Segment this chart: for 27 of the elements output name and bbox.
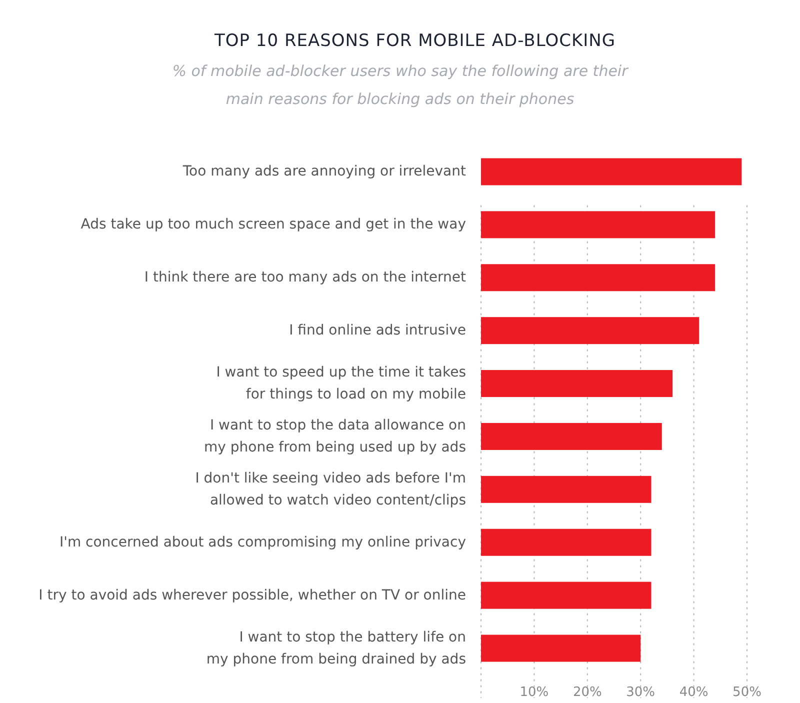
bar	[481, 264, 716, 292]
chart-subtitle: % of mobile ad-blocker users who say the following are their main reasons for blocking ads on their phones	[172, 62, 629, 108]
x-tick-label: 50%	[732, 685, 762, 700]
x-tick-label: 30%	[626, 685, 656, 700]
bar	[481, 370, 673, 398]
x-tick-label: 10%	[520, 685, 549, 700]
x-tick-label: 40%	[679, 685, 708, 700]
y-tick-label: Ads take up too much screen space and get in the way	[80, 216, 466, 233]
y-tick-label: I want to stop the battery life on my phone from being drained by ads	[206, 629, 466, 668]
y-tick-label: I want to stop the data allowance on my phone from being used up by ads	[204, 417, 466, 456]
bar	[481, 422, 662, 450]
bar	[481, 158, 742, 186]
y-tick-label: I think there are too many ads on the internet	[144, 270, 466, 286]
bar	[481, 528, 652, 556]
y-tick-label: I try to avoid ads wherever possible, whether on TV or online	[38, 587, 466, 604]
x-tick-label: 20%	[572, 685, 602, 700]
chart-title: TOP 10 REASONS FOR MOBILE AD-BLOCKING	[213, 31, 616, 51]
bar	[481, 634, 641, 662]
y-tick-label: I'm concerned about ads compromising my online privacy	[59, 534, 466, 550]
bar	[481, 211, 716, 238]
y-tick-label: I don't like seeing video ads before I'm allowed to watch video content/clips	[195, 470, 466, 508]
y-tick-label: I find online ads intrusive	[289, 322, 466, 339]
bar	[481, 317, 700, 344]
bar	[481, 476, 652, 503]
y-tick-label: I want to speed up the time it takes for things to load on my mobile	[216, 364, 466, 403]
y-tick-label: Too many ads are annoying or irrelevant	[182, 164, 467, 180]
bar	[481, 582, 652, 609]
